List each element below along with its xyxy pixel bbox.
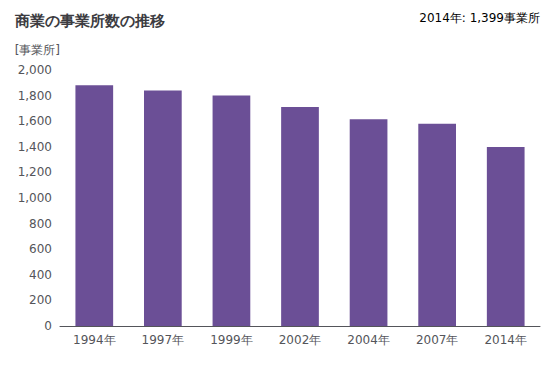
svg-text:1994年: 1994年 — [73, 333, 116, 347]
svg-text:400: 400 — [29, 268, 52, 282]
svg-text:1,800: 1,800 — [18, 89, 52, 103]
svg-text:2,000: 2,000 — [18, 63, 52, 77]
svg-text:1,400: 1,400 — [18, 140, 52, 154]
svg-text:1,000: 1,000 — [18, 191, 52, 205]
svg-text:2004年: 2004年 — [347, 333, 390, 347]
svg-text:1,600: 1,600 — [18, 114, 52, 128]
svg-text:200: 200 — [29, 293, 52, 307]
svg-text:2007年: 2007年 — [416, 333, 459, 347]
svg-text:2014年: 2014年 — [484, 333, 527, 347]
svg-text:1,200: 1,200 — [18, 165, 52, 179]
svg-text:商業の事業所数の推移: 商業の事業所数の推移 — [14, 12, 165, 30]
svg-text:2014年: 1,399事業所: 2014年: 1,399事業所 — [419, 11, 540, 25]
svg-text:2002年: 2002年 — [279, 333, 322, 347]
svg-text:1999年: 1999年 — [210, 333, 253, 347]
svg-text:800: 800 — [29, 217, 52, 231]
svg-text:600: 600 — [29, 242, 52, 256]
svg-text:1997年: 1997年 — [142, 333, 185, 347]
svg-text:[事業所]: [事業所] — [15, 43, 60, 57]
svg-text:0: 0 — [44, 319, 52, 333]
